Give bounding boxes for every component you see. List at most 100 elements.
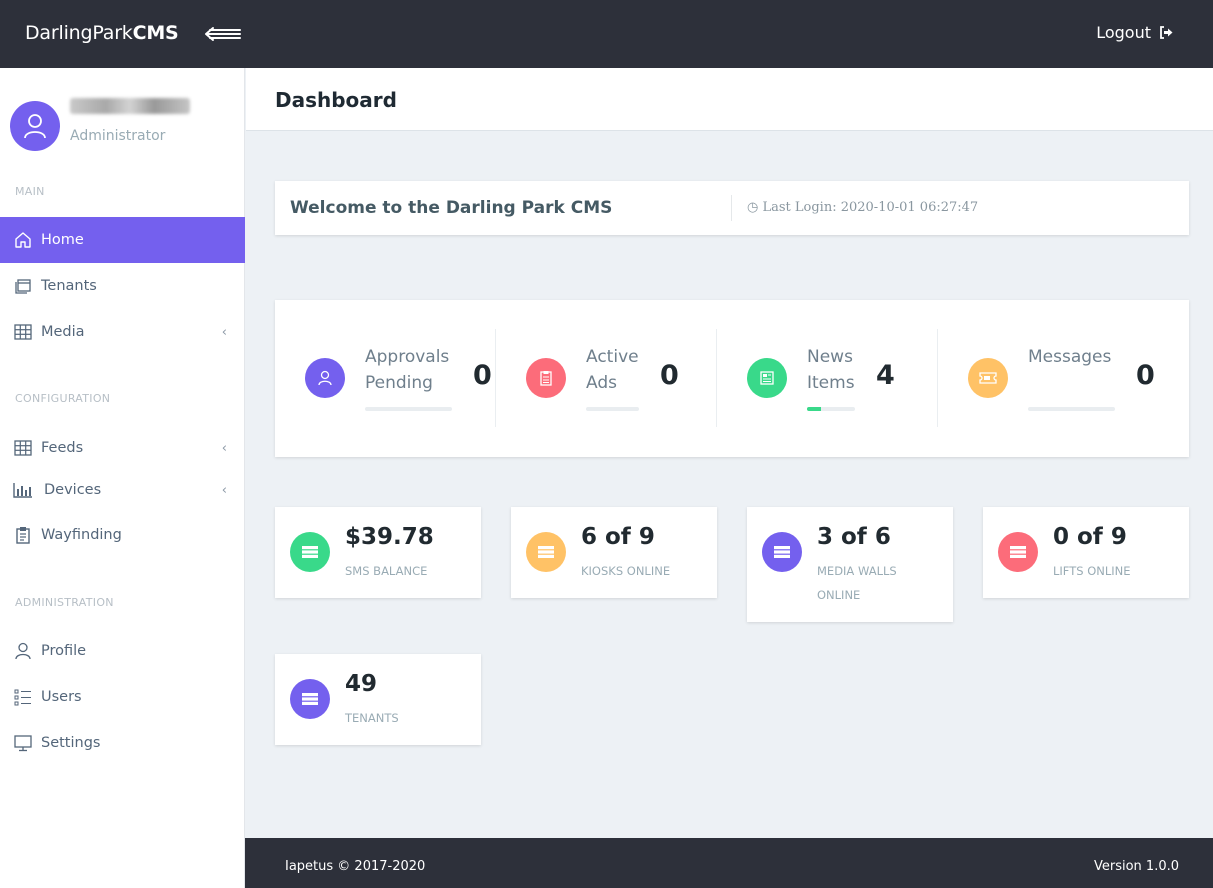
brand-name-regular: DarlingPark bbox=[25, 22, 133, 44]
sidebar-item-wayfinding[interactable]: Wayfinding bbox=[0, 512, 245, 558]
monitor-icon bbox=[13, 733, 33, 753]
stat-label: Approvals Pending bbox=[365, 344, 449, 396]
sidebar-item-settings[interactable]: Settings bbox=[0, 720, 245, 766]
news-icon bbox=[747, 358, 787, 398]
server-icon bbox=[290, 679, 330, 719]
stat-progress-fill bbox=[807, 407, 822, 411]
divider bbox=[716, 329, 717, 427]
stat-value: 0 bbox=[473, 360, 492, 391]
footer-copyright: Iapetus © 2017-2020 bbox=[285, 859, 426, 874]
welcome-card: Welcome to the Darling Park CMS ◷ Last L… bbox=[275, 181, 1189, 235]
summary-card-media-walls-online[interactable]: 3 of 6 MEDIA WALLS ONLINE bbox=[747, 507, 953, 622]
card-value: $39.78 bbox=[345, 524, 434, 550]
stat-value: 0 bbox=[1136, 360, 1155, 391]
stat-label-line1: Messages bbox=[1028, 347, 1112, 367]
avatar[interactable] bbox=[10, 101, 60, 151]
summary-card-kiosks-online[interactable]: 6 of 9 KIOSKS ONLINE bbox=[511, 507, 717, 598]
user-icon bbox=[24, 114, 46, 139]
stat-progress-bar bbox=[365, 407, 452, 411]
sidebar-item-label: Tenants bbox=[41, 278, 97, 294]
divider bbox=[937, 329, 938, 427]
sidebar-item-tenants[interactable]: Tenants bbox=[0, 263, 245, 309]
summary-card-lifts-online[interactable]: 0 of 9 LIFTS ONLINE bbox=[983, 507, 1189, 598]
stat-label-line2: Items bbox=[807, 373, 855, 393]
summary-card-tenants[interactable]: 49 TENANTS bbox=[275, 654, 481, 745]
sidebar-item-label: Devices bbox=[44, 482, 102, 498]
card-label: KIOSKS ONLINE bbox=[581, 564, 671, 578]
stat-label-line1: Active bbox=[586, 347, 639, 367]
sidebar-item-label: Feeds bbox=[41, 440, 84, 456]
stat-active-ads[interactable]: Active Ads 0 bbox=[496, 300, 717, 457]
stat-progress-bar bbox=[1028, 407, 1115, 411]
grid-icon bbox=[13, 322, 33, 342]
chevron-left-icon: ‹ bbox=[221, 482, 227, 498]
user-name-redacted bbox=[70, 98, 190, 114]
chevron-left-icon: ‹ bbox=[221, 440, 227, 456]
stat-label-line1: News bbox=[807, 347, 853, 367]
last-login: ◷ Last Login: 2020-10-01 06:27:47 bbox=[747, 200, 978, 215]
stat-value: 4 bbox=[876, 360, 895, 391]
sidebar-item-label: Home bbox=[41, 232, 84, 248]
stat-label-line2: Ads bbox=[586, 373, 617, 393]
stat-label-line2: Pending bbox=[365, 373, 433, 393]
sidebar-item-feeds[interactable]: Feeds ‹ bbox=[0, 425, 245, 471]
stat-label: News Items bbox=[807, 344, 855, 396]
menu-toggle-icon[interactable] bbox=[204, 23, 242, 45]
clock-icon: ◷ bbox=[747, 200, 759, 215]
stat-progress-bar bbox=[586, 407, 639, 411]
sidebar-item-label: Wayfinding bbox=[41, 527, 122, 543]
stat-news-items[interactable]: News Items 4 bbox=[717, 300, 938, 457]
list-icon bbox=[13, 687, 33, 707]
sidebar-item-profile[interactable]: Profile bbox=[0, 628, 245, 674]
card-value: 3 of 6 bbox=[817, 524, 891, 550]
top-bar: DarlingParkCMS Logout bbox=[0, 0, 1213, 68]
summary-card-sms-balance[interactable]: $39.78 SMS BALANCE bbox=[275, 507, 481, 598]
home-icon bbox=[13, 230, 33, 250]
brand-name-bold: CMS bbox=[132, 22, 179, 44]
server-icon bbox=[998, 532, 1038, 572]
section-label-administration: ADMINISTRATION bbox=[15, 596, 114, 609]
page-header: Dashboard bbox=[246, 68, 1213, 131]
sidebar-item-users[interactable]: Users bbox=[0, 674, 245, 720]
sidebar-item-label: Profile bbox=[41, 643, 87, 659]
sidebar: Administrator MAIN Home Tenants Media ‹ … bbox=[0, 68, 245, 888]
card-label: LIFTS ONLINE bbox=[1053, 564, 1131, 578]
logout-button[interactable]: Logout bbox=[1096, 23, 1173, 42]
logout-label: Logout bbox=[1096, 23, 1151, 42]
server-icon bbox=[762, 532, 802, 572]
card-label: SMS BALANCE bbox=[345, 564, 428, 578]
stat-label: Active Ads bbox=[586, 344, 639, 396]
sign-out-icon bbox=[1160, 26, 1173, 39]
card-label: TENANTS bbox=[345, 711, 399, 725]
welcome-title: Welcome to the Darling Park CMS bbox=[290, 198, 613, 218]
brand-logo[interactable]: DarlingParkCMS bbox=[25, 22, 179, 44]
clipboard-icon bbox=[13, 525, 33, 545]
user-icon bbox=[13, 641, 33, 661]
footer-version: Version 1.0.0 bbox=[1093, 859, 1179, 874]
ticket-icon bbox=[968, 358, 1008, 398]
stat-label-line1: Approvals bbox=[365, 347, 450, 367]
stat-label: Messages bbox=[1028, 344, 1111, 370]
clipboard-icon bbox=[526, 358, 566, 398]
card-value: 0 of 9 bbox=[1053, 524, 1127, 550]
card-value: 49 bbox=[345, 671, 378, 697]
sidebar-item-devices[interactable]: Devices ‹ bbox=[0, 467, 245, 513]
stat-approvals-pending[interactable]: Approvals Pending 0 bbox=[275, 300, 496, 457]
bar-chart-icon bbox=[13, 480, 33, 500]
sidebar-item-label: Users bbox=[41, 689, 82, 705]
grid-icon bbox=[13, 438, 33, 458]
sidebar-item-home[interactable]: Home bbox=[0, 217, 245, 263]
stat-messages[interactable]: Messages 0 bbox=[938, 300, 1189, 457]
user-icon bbox=[305, 358, 345, 398]
card-label: MEDIA WALLS ONLINE bbox=[817, 564, 897, 602]
section-label-configuration: CONFIGURATION bbox=[15, 392, 111, 405]
chevron-left-icon: ‹ bbox=[221, 324, 227, 340]
stat-progress-bar bbox=[807, 407, 855, 411]
footer: Iapetus © 2017-2020 Version 1.0.0 bbox=[245, 838, 1213, 888]
user-role: Administrator bbox=[70, 128, 166, 144]
page-title: Dashboard bbox=[275, 88, 397, 112]
divider bbox=[731, 195, 732, 221]
tenants-icon bbox=[13, 276, 33, 296]
sidebar-item-media[interactable]: Media ‹ bbox=[0, 309, 245, 355]
server-icon bbox=[290, 532, 330, 572]
